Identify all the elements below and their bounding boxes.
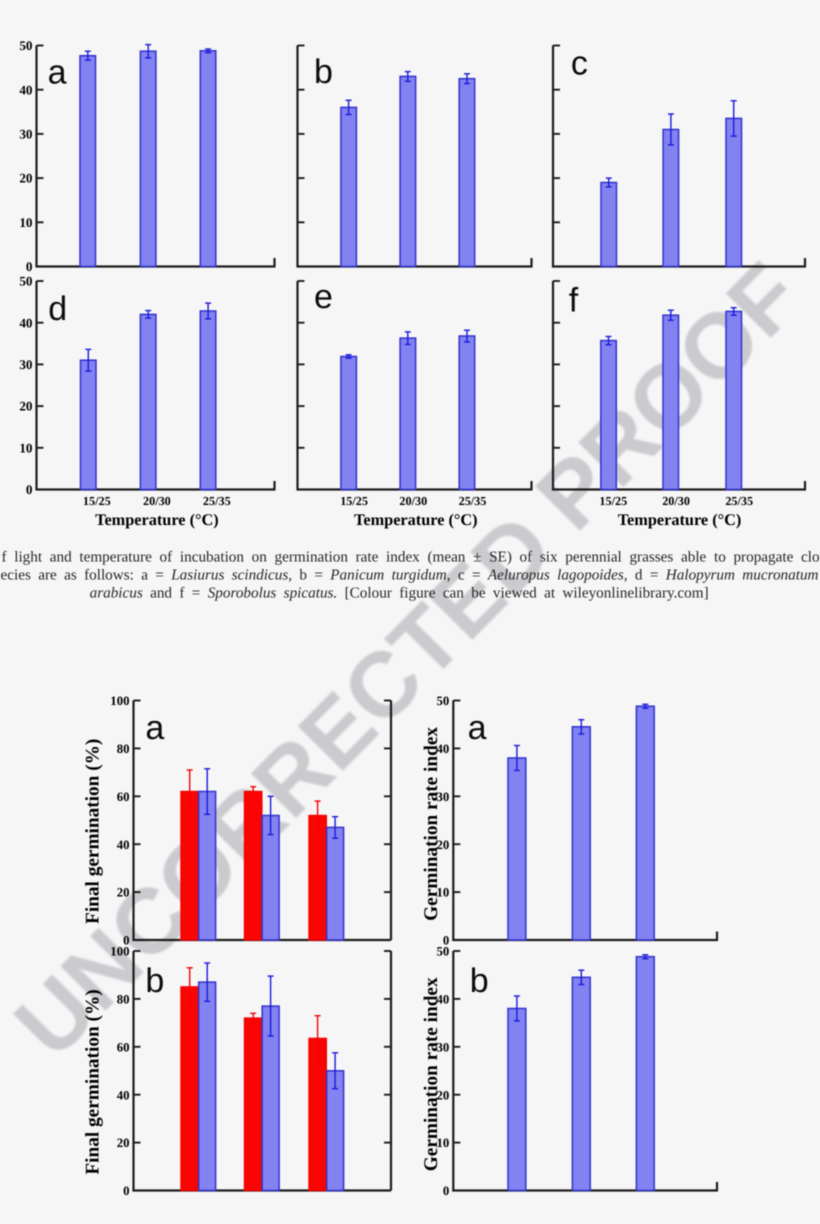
svg-text:a: a bbox=[48, 53, 67, 91]
svg-text:15/25: 15/25 bbox=[599, 494, 627, 508]
svg-text:Germination rate index: Germination rate index bbox=[421, 727, 442, 921]
svg-text:0: 0 bbox=[26, 482, 33, 497]
svg-text:20: 20 bbox=[437, 1088, 450, 1102]
svg-text:60: 60 bbox=[117, 1040, 130, 1054]
svg-text:0: 0 bbox=[123, 934, 129, 948]
svg-text:25/35: 25/35 bbox=[203, 494, 231, 508]
svg-text:a: a bbox=[468, 709, 487, 747]
svg-text:25/35: 25/35 bbox=[459, 494, 487, 508]
svg-text:30: 30 bbox=[437, 1040, 450, 1054]
svg-text:100: 100 bbox=[110, 694, 129, 708]
svg-text:20: 20 bbox=[117, 1136, 130, 1150]
svg-text:40: 40 bbox=[19, 315, 33, 330]
svg-text:50: 50 bbox=[437, 694, 450, 708]
svg-text:30: 30 bbox=[19, 127, 33, 142]
svg-text:25/35: 25/35 bbox=[725, 494, 753, 508]
svg-text:e: e bbox=[314, 278, 333, 316]
svg-text:40: 40 bbox=[19, 82, 33, 97]
svg-text:40: 40 bbox=[117, 1088, 130, 1102]
svg-text:0: 0 bbox=[123, 1184, 129, 1198]
svg-text:b: b bbox=[145, 962, 164, 1000]
svg-text:0: 0 bbox=[26, 259, 33, 274]
svg-text:50: 50 bbox=[19, 38, 33, 53]
svg-text:15/25: 15/25 bbox=[340, 494, 368, 508]
svg-text:d: d bbox=[48, 290, 67, 328]
svg-text:10: 10 bbox=[19, 440, 33, 455]
svg-text:20: 20 bbox=[19, 171, 33, 186]
svg-text:arabicus and f = Sporobolus sp: arabicus and f = Sporobolus spicatus. [C… bbox=[90, 585, 709, 602]
svg-text:20/30: 20/30 bbox=[143, 494, 171, 508]
svg-text:0: 0 bbox=[443, 934, 449, 948]
svg-text:b: b bbox=[470, 962, 489, 1000]
svg-text:Germination rate index: Germination rate index bbox=[421, 977, 442, 1171]
svg-text:f: f bbox=[569, 281, 579, 319]
svg-text:20/30: 20/30 bbox=[662, 494, 690, 508]
svg-text:50: 50 bbox=[19, 274, 33, 289]
svg-text:80: 80 bbox=[117, 993, 130, 1007]
svg-text:10: 10 bbox=[437, 886, 450, 900]
svg-text:40: 40 bbox=[437, 742, 450, 756]
svg-text:20: 20 bbox=[117, 886, 130, 900]
svg-text:b: b bbox=[314, 53, 333, 91]
svg-text:c: c bbox=[571, 44, 588, 82]
svg-text:Temperature (°C): Temperature (°C) bbox=[354, 510, 478, 529]
svg-text:50: 50 bbox=[437, 945, 450, 959]
svg-text:10: 10 bbox=[19, 215, 33, 230]
svg-text:20: 20 bbox=[437, 838, 450, 852]
svg-text:0: 0 bbox=[443, 1184, 449, 1198]
svg-text:20/30: 20/30 bbox=[399, 494, 427, 508]
svg-text:Final germination (%): Final germination (%) bbox=[82, 739, 103, 924]
svg-text:Final germination (%): Final germination (%) bbox=[82, 989, 103, 1174]
svg-text:40: 40 bbox=[117, 838, 130, 852]
svg-text:ecies are as follows: a = Lasi: ecies are as follows: a = Lasiurus scind… bbox=[1, 567, 819, 584]
svg-text:30: 30 bbox=[437, 790, 450, 804]
svg-text:100: 100 bbox=[110, 945, 129, 959]
svg-text:40: 40 bbox=[437, 993, 450, 1007]
svg-text:Temperature (°C): Temperature (°C) bbox=[618, 510, 742, 529]
svg-text:f light and temperature of inc: f light and temperature of incubation on… bbox=[2, 549, 820, 566]
svg-text:10: 10 bbox=[437, 1136, 450, 1150]
svg-text:15/25: 15/25 bbox=[83, 494, 111, 508]
svg-text:Temperature (°C): Temperature (°C) bbox=[95, 510, 219, 529]
svg-text:60: 60 bbox=[117, 790, 130, 804]
svg-text:a: a bbox=[145, 709, 164, 747]
svg-text:80: 80 bbox=[117, 742, 130, 756]
svg-text:20: 20 bbox=[19, 399, 33, 414]
svg-text:30: 30 bbox=[19, 357, 33, 372]
